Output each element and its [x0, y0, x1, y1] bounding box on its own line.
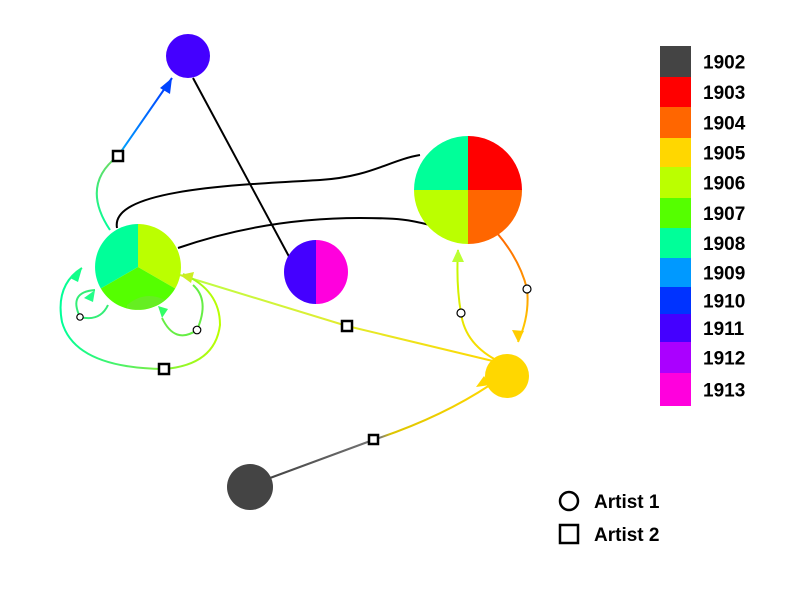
artist-1-marker: [76, 313, 84, 321]
legend-label-1908: 1908: [703, 234, 745, 255]
legend-swatch-1903: [660, 77, 691, 107]
node-slice-1906: [138, 224, 181, 289]
node-slice-1907-shade: [127, 296, 165, 310]
node-slice-1913: [316, 240, 348, 304]
node-slice-1908: [95, 224, 138, 289]
edge-1902-to-1905: [269, 384, 491, 479]
node-1908-1906-1907: [95, 224, 181, 310]
arrowheads: [70, 78, 524, 387]
legend-swatch-1907: [660, 198, 691, 228]
artist-2-marker: [367, 433, 380, 446]
legend-swatch-1912: [660, 342, 691, 373]
arrowhead-to-1905-top: [512, 330, 524, 342]
legend-swatch-1908: [660, 228, 691, 258]
artist-2-marker: [157, 362, 171, 376]
legend-label-1913: 1913: [703, 381, 745, 402]
node-1908-1903-1906-1904: [414, 136, 522, 244]
legend-swatch-1905: [660, 138, 691, 167]
legend-label-1911: 1911: [703, 319, 745, 340]
legend-label-1910: 1910: [703, 292, 745, 313]
artist-1-legend-label: Artist 1: [594, 492, 660, 513]
legend-label-1906: 1906: [703, 174, 745, 195]
artist-1-legend-icon: [558, 490, 580, 512]
legend-swatch-1913: [660, 373, 691, 406]
legend-label-1909: 1909: [703, 264, 745, 285]
arrowhead-to-1908-node: [180, 272, 194, 283]
legend-label-1907: 1907: [703, 204, 745, 225]
edge-1908-to-1903-lower: [177, 216, 431, 249]
node-1911-1913: [284, 240, 348, 304]
arrowhead-loop-left: [84, 290, 95, 302]
legend-swatch-1909: [660, 258, 691, 287]
artist-2-marker: [111, 149, 125, 163]
legend-label-1912: 1912: [703, 349, 745, 370]
legend-label-1902: 1902: [703, 53, 745, 74]
legend-swatch-1911: [660, 314, 691, 342]
artist-2-legend-icon: [558, 523, 580, 545]
node-slice-1906: [414, 190, 468, 244]
marker-legend: Artist 1 Artist 2: [558, 490, 660, 546]
artist-2-legend-label: Artist 2: [594, 525, 659, 546]
edge-1908-to-1903-upper: [115, 154, 421, 229]
year-legend: 1902 1903 1904 1905 1906 1907 1908 1909 1910 1911…: [660, 46, 746, 406]
artist-1-marker: [456, 308, 466, 318]
legend-swatch-1910: [660, 287, 691, 314]
artist-1-marker: [522, 284, 532, 294]
arrowhead-to-1903-bottom: [452, 249, 464, 262]
legend-label-1903: 1903: [703, 83, 745, 104]
node-slice-1911: [284, 240, 316, 304]
edge-markers: [76, 149, 532, 446]
edge-1905-to-1903: [456, 249, 501, 363]
artist-2-marker: [340, 319, 354, 333]
legend-label-1904: 1904: [703, 114, 746, 135]
node-1902: [227, 464, 273, 510]
artist-1-marker: [192, 325, 202, 335]
arrowhead-loop-outer: [70, 268, 82, 282]
legend-swatch-1904: [660, 107, 691, 138]
edge-1908-to-1911: [95, 77, 173, 231]
node-slice-1908: [414, 136, 468, 190]
arrowhead-to-1911: [160, 78, 172, 94]
node-1905: [485, 354, 529, 398]
legend-label-1905: 1905: [703, 144, 746, 165]
node-slice-1904: [468, 190, 522, 244]
node-slice-1903: [468, 136, 522, 190]
nodes: [95, 34, 529, 510]
node-1911: [166, 34, 210, 78]
legend-swatch-1906: [660, 167, 691, 198]
arrowhead-loop-right: [158, 306, 168, 318]
arrowhead-to-1905: [476, 376, 490, 387]
legend-swatch-1902: [660, 46, 691, 77]
edge-1911-to-1912: [192, 77, 301, 278]
